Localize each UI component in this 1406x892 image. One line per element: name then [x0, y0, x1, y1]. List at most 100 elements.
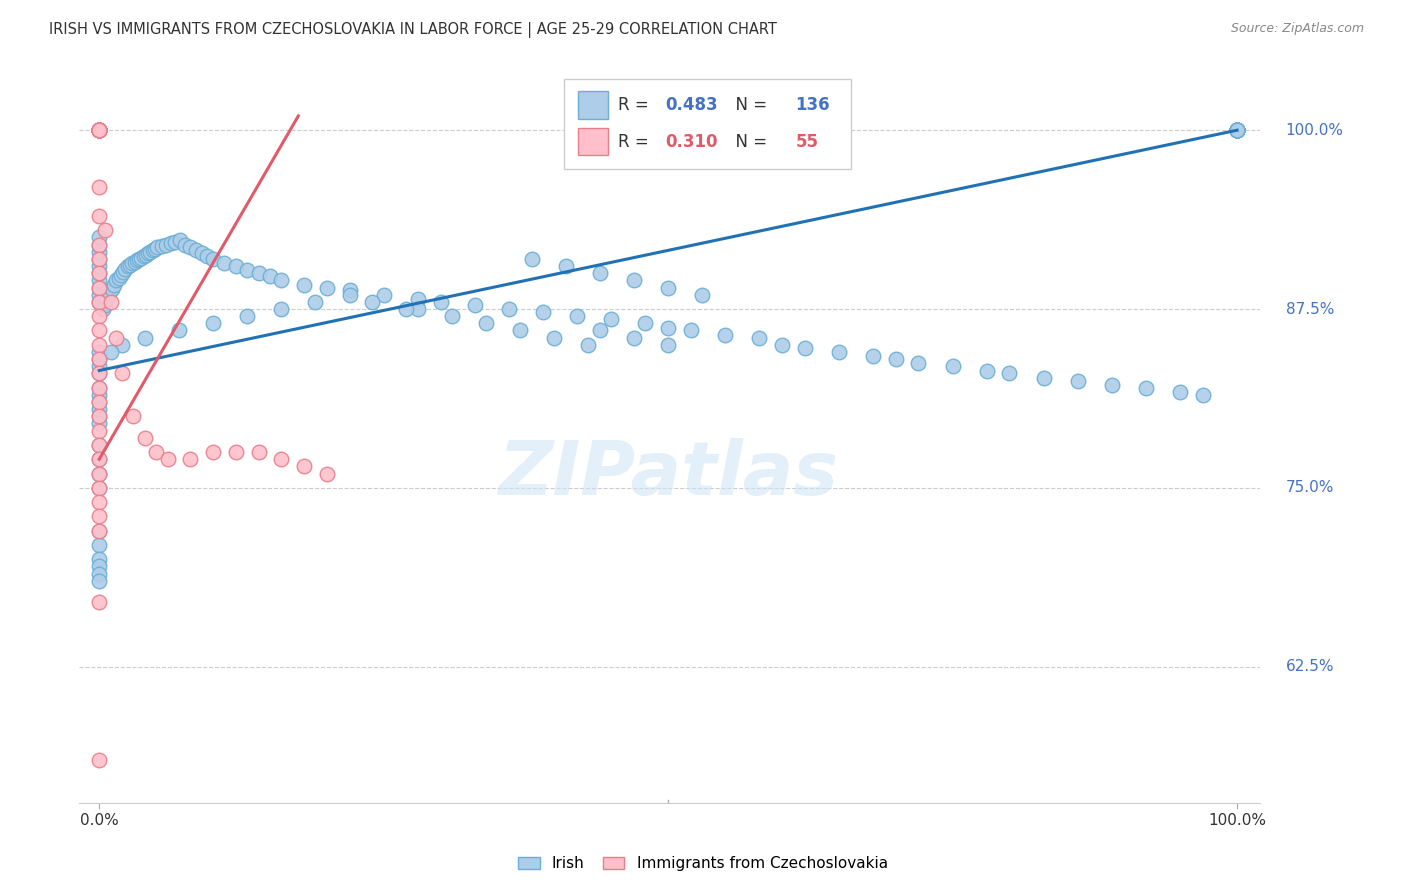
Point — [89, 538, 111, 552]
Point — [292, 459, 315, 474]
Point — [679, 323, 702, 337]
Point — [89, 323, 111, 337]
Point — [89, 123, 111, 137]
Point — [509, 323, 531, 337]
Point — [793, 341, 815, 355]
Point — [1101, 377, 1123, 392]
Point — [195, 249, 218, 263]
Point — [89, 237, 111, 252]
Point — [143, 242, 166, 256]
Text: 0.483: 0.483 — [665, 96, 718, 114]
Point — [623, 273, 645, 287]
Point — [270, 273, 292, 287]
Point — [89, 438, 111, 452]
Point — [100, 282, 122, 296]
Point — [89, 452, 111, 467]
Text: 62.5%: 62.5% — [1286, 659, 1334, 674]
Point — [214, 256, 236, 270]
Point — [690, 287, 713, 301]
Text: 0.310: 0.310 — [665, 133, 718, 151]
Point — [406, 292, 429, 306]
Point — [578, 338, 600, 352]
Point — [657, 320, 679, 334]
Point — [907, 356, 929, 370]
FancyBboxPatch shape — [564, 78, 851, 169]
Point — [89, 266, 111, 280]
Point — [395, 301, 418, 316]
Point — [89, 123, 111, 137]
Point — [498, 301, 520, 316]
Point — [89, 524, 111, 538]
Point — [89, 252, 111, 266]
Point — [89, 424, 111, 438]
Point — [236, 263, 259, 277]
Point — [1192, 388, 1215, 402]
Text: IRISH VS IMMIGRANTS FROM CZECHOSLOVAKIA IN LABOR FORCE | AGE 25-29 CORRELATION C: IRISH VS IMMIGRANTS FROM CZECHOSLOVAKIA … — [49, 22, 778, 38]
Point — [89, 467, 111, 481]
Point — [89, 467, 111, 481]
Point — [160, 236, 183, 251]
Point — [110, 268, 132, 282]
Point — [361, 294, 384, 309]
Point — [1226, 123, 1249, 137]
Point — [589, 323, 612, 337]
Point — [247, 266, 270, 280]
Point — [89, 252, 111, 266]
Point — [89, 209, 111, 223]
Point — [748, 330, 770, 344]
Point — [1226, 123, 1249, 137]
Point — [179, 240, 201, 254]
Point — [98, 286, 121, 301]
Point — [132, 249, 155, 263]
Point — [202, 316, 225, 330]
Point — [89, 123, 111, 137]
Point — [89, 237, 111, 252]
Point — [429, 294, 451, 309]
Point — [1226, 123, 1249, 137]
Point — [976, 363, 998, 377]
Point — [270, 301, 292, 316]
Point — [146, 240, 169, 254]
Point — [89, 566, 111, 581]
Point — [135, 247, 157, 261]
Point — [565, 309, 588, 323]
Point — [89, 409, 111, 424]
Point — [89, 352, 111, 367]
Point — [89, 123, 111, 137]
Point — [1135, 381, 1157, 395]
Point — [531, 305, 554, 319]
Point — [156, 452, 179, 467]
Text: N =: N = — [725, 133, 772, 151]
Point — [1226, 123, 1249, 137]
Point — [225, 445, 247, 459]
Point — [657, 338, 679, 352]
Point — [89, 280, 111, 294]
Point — [634, 316, 657, 330]
Point — [520, 252, 543, 266]
Point — [1168, 384, 1191, 399]
Text: 55: 55 — [796, 133, 818, 151]
Point — [89, 395, 111, 409]
Point — [657, 280, 679, 294]
Point — [315, 467, 337, 481]
Point — [998, 367, 1021, 381]
Point — [94, 223, 117, 237]
Point — [89, 438, 111, 452]
Point — [475, 316, 498, 330]
Point — [89, 123, 111, 137]
Point — [89, 123, 111, 137]
Point — [1032, 370, 1054, 384]
Point — [89, 230, 111, 244]
Point — [89, 123, 111, 137]
Point — [89, 381, 111, 395]
Point — [89, 509, 111, 524]
Point — [118, 258, 141, 272]
Point — [89, 287, 111, 301]
Point — [128, 252, 150, 266]
Point — [236, 309, 259, 323]
Point — [554, 259, 576, 273]
Point — [89, 123, 111, 137]
Point — [89, 244, 111, 259]
Point — [225, 259, 247, 273]
Point — [94, 298, 117, 312]
